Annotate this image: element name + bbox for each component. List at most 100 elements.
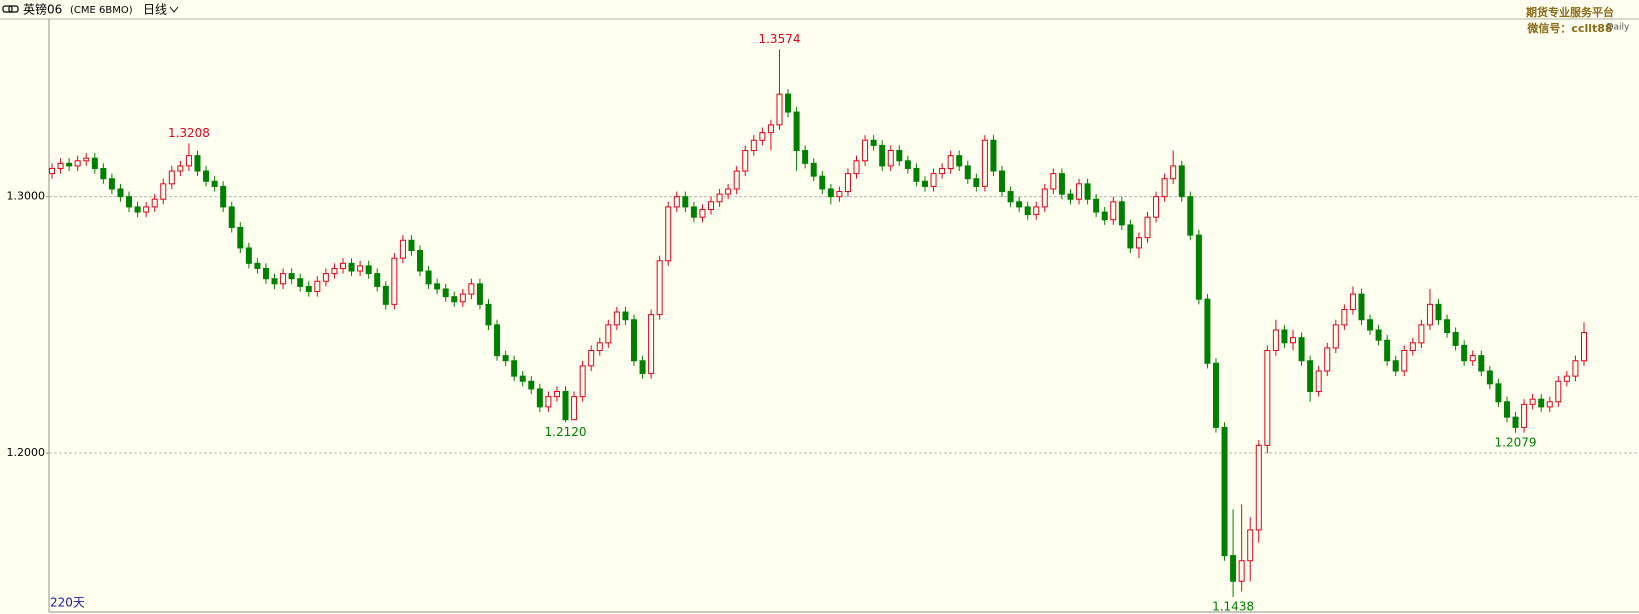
candle-body [964, 165, 971, 180]
candle-body [1093, 198, 1100, 213]
candle-body [49, 167, 55, 175]
candle-body [785, 93, 792, 113]
candle-body [339, 262, 346, 269]
candle-body [476, 283, 483, 305]
candle-body [134, 206, 141, 213]
candle-body [228, 206, 235, 228]
candle-body [725, 188, 732, 195]
candle-body [108, 178, 115, 190]
candle-body [237, 226, 244, 249]
candle-body [160, 183, 167, 200]
dropdown-arrow[interactable] [169, 6, 179, 13]
candle-body [1349, 293, 1356, 310]
candle-body [91, 157, 98, 169]
candle-body [528, 380, 535, 390]
candle-body [1290, 337, 1297, 344]
candle-body [126, 196, 133, 208]
candle-body [1495, 383, 1502, 403]
candle-body [1007, 191, 1014, 203]
candle-body [767, 124, 774, 134]
candle-body [117, 188, 124, 198]
candle-body [1384, 339, 1391, 362]
candle-body [1332, 324, 1339, 349]
candle-body [1238, 560, 1245, 582]
candle-body [673, 196, 680, 208]
candle-body [810, 162, 817, 177]
candle-body [1469, 355, 1476, 362]
candle-body [451, 296, 458, 303]
candle-body [819, 175, 826, 190]
candle-body [536, 388, 543, 408]
candle-body [836, 191, 843, 198]
candle-body [1050, 173, 1057, 190]
subtitle: (CME 6BMO) [70, 5, 133, 16]
candle-body [194, 155, 201, 172]
footer-label: 220天 [50, 596, 85, 610]
candle-body [733, 170, 740, 190]
candle-body [1230, 555, 1237, 582]
candle-body [605, 324, 612, 344]
candle-body [545, 396, 552, 408]
candle-body [168, 170, 175, 185]
candle-body [66, 162, 73, 167]
low-label: 1.2079 [1495, 435, 1537, 449]
candle-body [143, 206, 150, 213]
candle-body [1307, 360, 1314, 393]
candle-body [382, 285, 389, 305]
candle-body [459, 293, 466, 303]
candle-body [990, 139, 997, 172]
candle-body [1341, 308, 1348, 326]
high-label: 1.3574 [758, 32, 800, 46]
candle-body [280, 273, 287, 285]
candle-body [844, 173, 851, 193]
period-selector[interactable]: 日线 [143, 3, 167, 17]
candle-body [1546, 401, 1553, 408]
candle-body [271, 278, 278, 285]
candle-body [288, 273, 295, 280]
candle-body [391, 257, 398, 305]
candle-body [716, 193, 723, 203]
candle-body [553, 391, 560, 398]
candle-body [579, 365, 586, 398]
candle-body [1144, 216, 1151, 239]
candle-body [776, 93, 783, 126]
candle-body [502, 355, 509, 362]
candle-body [1118, 201, 1125, 226]
link-icon [2, 5, 19, 13]
candle-body [1178, 165, 1185, 198]
candle-body [365, 265, 372, 275]
candle-body [434, 283, 441, 290]
candle-body [1033, 206, 1040, 216]
candle-body [1401, 349, 1408, 372]
candle-body [374, 273, 381, 287]
candle-body [939, 167, 946, 175]
candle-body [519, 375, 526, 382]
candle-body [827, 188, 834, 198]
candle-body [1264, 349, 1271, 446]
candle-body [1101, 211, 1108, 221]
candle-body [1555, 380, 1562, 403]
candle-body [1127, 224, 1134, 249]
candle-body [1315, 370, 1322, 393]
candle-body [1255, 444, 1262, 531]
candle-body [1529, 398, 1536, 405]
candle-body [511, 360, 518, 377]
watermark-line: 微信号：ccllt88 [1526, 21, 1612, 35]
header-bar [0, 0, 1639, 19]
candle-body [742, 150, 749, 172]
candle-body [1212, 362, 1219, 428]
low-label: 1.2120 [545, 425, 587, 439]
candle-body [1581, 332, 1587, 362]
candle-body [417, 250, 424, 272]
candle-body [639, 360, 646, 375]
candle-body [1512, 416, 1519, 428]
candle-body [100, 167, 107, 180]
candle-body [896, 150, 903, 162]
candle-body [245, 247, 252, 264]
candle-body [708, 201, 715, 210]
y-tick-label: 1.2000 [7, 446, 46, 459]
candle-body [1161, 178, 1168, 198]
